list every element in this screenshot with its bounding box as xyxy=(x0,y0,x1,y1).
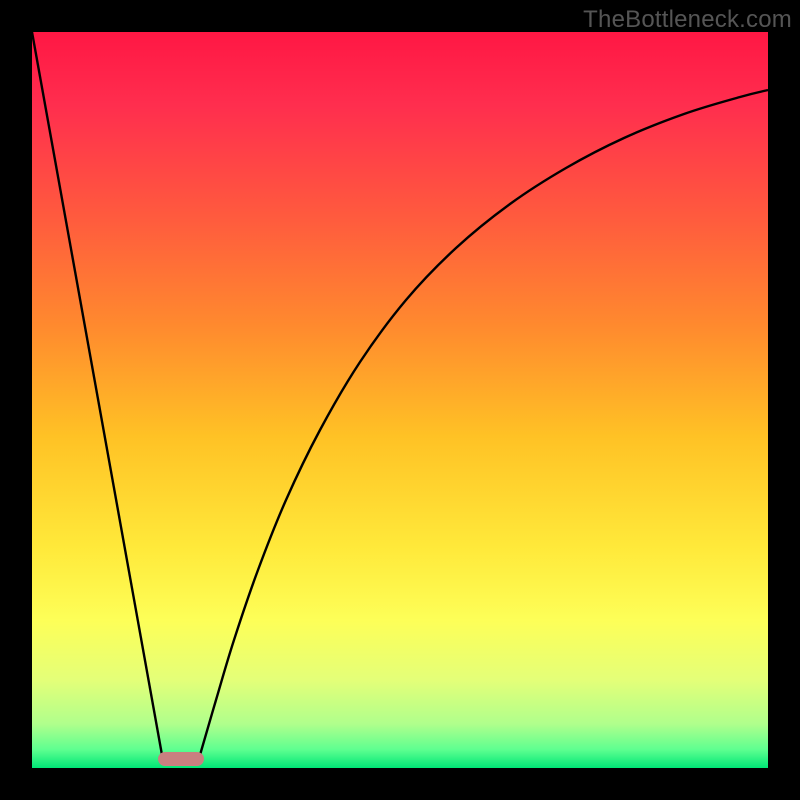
bottleneck-chart xyxy=(0,0,800,800)
chart-container: TheBottleneck.com xyxy=(0,0,800,800)
optimal-marker xyxy=(158,752,204,766)
plot-background xyxy=(32,32,768,768)
watermark-text: TheBottleneck.com xyxy=(583,6,792,34)
